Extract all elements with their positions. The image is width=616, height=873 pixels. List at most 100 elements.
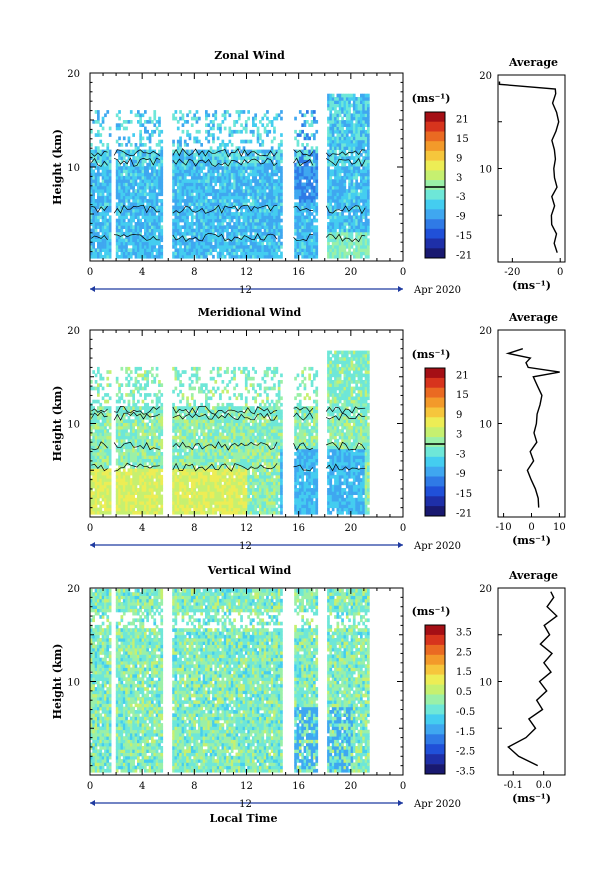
heatmap-cell bbox=[158, 129, 161, 134]
heatmap-cell bbox=[341, 175, 344, 180]
heatmap-cell bbox=[233, 123, 236, 127]
heatmap-cell bbox=[183, 172, 187, 177]
heatmap-cell bbox=[256, 126, 260, 131]
heatmap-cell bbox=[298, 212, 302, 216]
heatmap-cell bbox=[106, 169, 110, 174]
heatmap-cell bbox=[137, 507, 140, 512]
heatmap-cell bbox=[329, 156, 333, 160]
heatmap-cell bbox=[348, 149, 351, 154]
heatmap-cell bbox=[139, 143, 142, 147]
heatmap-cell bbox=[97, 458, 100, 463]
heatmap-cell bbox=[179, 212, 182, 216]
heatmap-cell bbox=[120, 501, 124, 505]
heatmap-cell bbox=[266, 192, 269, 197]
heatmap-cell bbox=[118, 438, 121, 443]
heatmap-cell bbox=[329, 185, 333, 190]
heatmap-cell bbox=[186, 129, 189, 134]
heatmap-cell bbox=[242, 215, 246, 220]
heatmap-cell bbox=[179, 231, 182, 236]
heatmap-cell bbox=[240, 110, 243, 114]
heatmap-cell bbox=[148, 445, 152, 450]
heatmap-cell bbox=[99, 435, 103, 440]
heatmap-cell bbox=[294, 192, 297, 197]
heatmap-cell bbox=[329, 100, 333, 104]
heatmap-cell bbox=[303, 248, 307, 252]
heatmap-cell bbox=[172, 468, 175, 473]
heatmap-cell bbox=[202, 179, 206, 183]
heatmap-cell bbox=[343, 245, 347, 249]
heatmap-cell bbox=[306, 235, 309, 239]
heatmap-cell bbox=[367, 179, 370, 183]
heatmap-cell bbox=[97, 146, 100, 150]
heatmap-cell bbox=[329, 175, 333, 180]
heatmap-cell bbox=[202, 231, 206, 236]
heatmap-cell bbox=[127, 212, 131, 216]
heatmap-cell bbox=[352, 100, 356, 104]
heatmap-cell bbox=[122, 452, 126, 456]
heatmap-cell bbox=[334, 172, 337, 177]
heatmap-cell bbox=[160, 461, 164, 466]
heatmap-cell bbox=[226, 205, 229, 210]
heatmap-cell bbox=[244, 231, 248, 236]
heatmap-cell bbox=[266, 241, 269, 246]
heatmap-cell bbox=[144, 468, 147, 473]
heatmap-cell bbox=[348, 97, 351, 101]
heatmap-cell bbox=[336, 175, 340, 180]
heatmap-cell bbox=[338, 149, 342, 154]
heatmap-cell bbox=[158, 380, 161, 384]
heatmap-cell bbox=[364, 143, 368, 147]
heatmap-cell bbox=[364, 156, 368, 160]
heatmap-cell bbox=[350, 179, 354, 183]
heatmap-cell bbox=[334, 192, 337, 197]
heatmap-cell bbox=[115, 448, 119, 453]
heatmap-cell bbox=[364, 241, 368, 246]
heatmap-cell bbox=[341, 110, 344, 114]
heatmap-cell bbox=[200, 254, 203, 259]
heatmap-cell bbox=[179, 189, 182, 193]
heatmap-cell bbox=[221, 205, 225, 210]
heatmap-cell bbox=[306, 143, 309, 147]
heatmap-cell bbox=[223, 172, 227, 177]
heatmap-cell bbox=[230, 231, 234, 236]
heatmap-cell bbox=[261, 169, 265, 174]
heatmap-cell bbox=[104, 452, 107, 456]
heatmap-cell bbox=[343, 113, 347, 118]
heatmap-cell bbox=[127, 175, 131, 180]
heatmap-cell bbox=[160, 383, 164, 387]
heatmap-cell bbox=[115, 399, 119, 404]
heatmap-cell bbox=[160, 422, 164, 427]
heatmap-cell bbox=[270, 182, 274, 187]
heatmap-cell bbox=[92, 179, 95, 183]
heatmap-cell bbox=[350, 241, 354, 246]
heatmap-cell bbox=[277, 175, 281, 180]
heatmap-cell bbox=[132, 393, 135, 397]
heatmap-cell bbox=[90, 409, 93, 414]
heatmap-cell bbox=[240, 189, 243, 193]
heatmap-cell bbox=[336, 222, 340, 226]
heatmap-cell bbox=[214, 208, 218, 213]
heatmap-cell bbox=[277, 254, 281, 259]
heatmap-cell bbox=[200, 222, 203, 226]
heatmap-cell bbox=[139, 435, 142, 440]
heatmap-cell bbox=[263, 231, 267, 236]
heatmap-cell bbox=[345, 97, 349, 101]
heatmap-cell bbox=[306, 182, 309, 187]
heatmap-cell bbox=[94, 455, 98, 459]
heatmap-cell bbox=[183, 185, 187, 190]
heatmap-cell bbox=[193, 195, 196, 200]
heatmap-cell bbox=[263, 156, 267, 160]
heatmap-cell bbox=[181, 129, 185, 134]
heatmap-cell bbox=[352, 212, 356, 216]
heatmap-cell bbox=[228, 199, 232, 203]
heatmap-cell bbox=[129, 120, 133, 124]
heatmap-cell bbox=[132, 245, 135, 249]
heatmap-cell bbox=[261, 149, 265, 154]
heatmap-cell bbox=[230, 166, 234, 170]
heatmap-cell bbox=[237, 156, 241, 160]
heatmap-cell bbox=[357, 120, 361, 124]
heatmap-cell bbox=[134, 383, 138, 387]
heatmap-cell bbox=[219, 228, 222, 233]
heatmap-cell bbox=[144, 429, 147, 433]
heatmap-cell bbox=[183, 218, 187, 223]
heatmap-cell bbox=[256, 231, 260, 236]
